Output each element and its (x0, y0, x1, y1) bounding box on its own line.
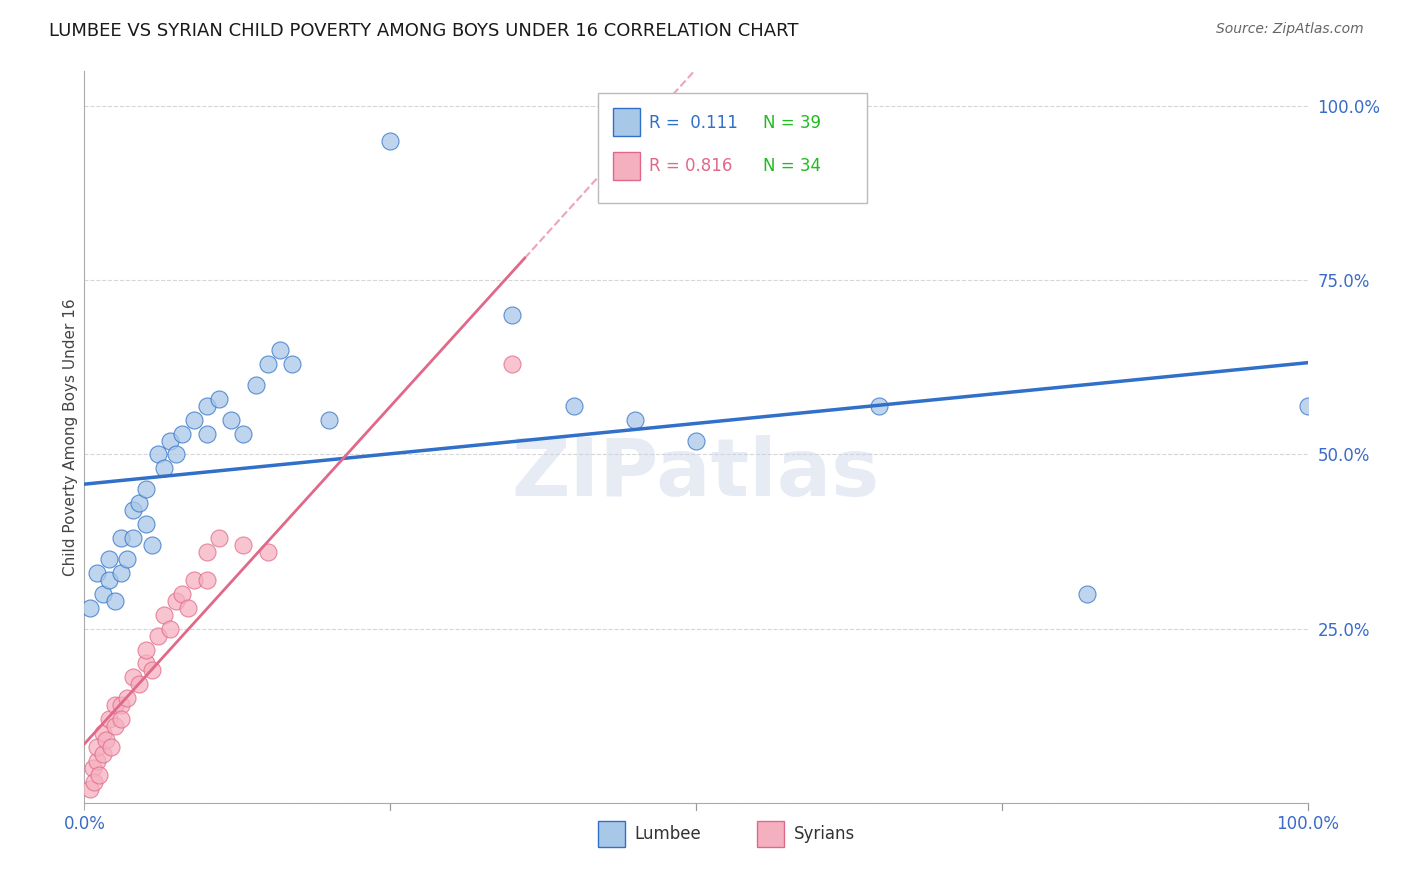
Point (183, 573, 205, 587)
Point (115, 552, 138, 566)
Y-axis label: Child Poverty Among Boys Under 16: Child Poverty Among Boys Under 16 (63, 298, 77, 576)
Point (245, 377, 267, 392)
Point (97, 712, 120, 726)
Point (100, 740, 122, 755)
Point (172, 587, 194, 601)
Point (104, 698, 127, 713)
Point (195, 545, 218, 559)
Point (135, 483, 157, 497)
Point (183, 412, 205, 426)
Point (502, 308, 524, 322)
Point (97, 552, 120, 566)
Point (104, 719, 127, 733)
Point (104, 594, 127, 608)
Point (128, 677, 150, 691)
Point (380, 134, 402, 148)
Point (79, 781, 101, 796)
Point (86, 740, 108, 755)
FancyBboxPatch shape (598, 94, 868, 203)
Point (135, 642, 157, 657)
Point (257, 545, 280, 559)
Point (624, 412, 647, 426)
Point (79, 600, 101, 615)
Point (281, 357, 304, 371)
Point (208, 531, 231, 545)
Point (135, 517, 157, 532)
Text: Lumbee: Lumbee (636, 825, 702, 843)
Point (141, 538, 163, 552)
FancyBboxPatch shape (598, 821, 626, 847)
Text: ZIPatlas: ZIPatlas (512, 434, 880, 513)
Point (208, 392, 231, 406)
Point (195, 426, 218, 441)
Point (86, 566, 108, 580)
Point (153, 607, 176, 622)
Point (82, 761, 104, 775)
Point (146, 629, 169, 643)
Text: LUMBEE VS SYRIAN CHILD POVERTY AMONG BOYS UNDER 16 CORRELATION CHART: LUMBEE VS SYRIAN CHILD POVERTY AMONG BOY… (49, 22, 799, 40)
Text: R = 0.816: R = 0.816 (650, 158, 733, 176)
Point (115, 691, 138, 706)
FancyBboxPatch shape (613, 108, 640, 136)
Point (110, 712, 132, 726)
Point (153, 461, 176, 475)
Point (91, 726, 114, 740)
Point (110, 566, 132, 580)
Point (159, 622, 181, 636)
Point (91, 587, 114, 601)
Point (165, 594, 187, 608)
Point (219, 412, 242, 426)
Text: Syrians: Syrians (794, 825, 855, 843)
Point (869, 399, 891, 413)
Point (91, 747, 114, 761)
Point (172, 426, 194, 441)
Point (562, 399, 585, 413)
Point (141, 664, 163, 678)
FancyBboxPatch shape (758, 821, 785, 847)
Point (110, 531, 132, 545)
Point (128, 496, 150, 510)
Point (1296, 399, 1319, 413)
Point (195, 573, 218, 587)
Point (83, 775, 105, 789)
Point (257, 357, 280, 371)
Point (122, 531, 145, 545)
Point (685, 434, 707, 448)
Point (177, 600, 200, 615)
Point (86, 754, 108, 768)
Point (502, 357, 524, 371)
Point (97, 573, 120, 587)
Point (165, 448, 187, 462)
Point (87, 768, 110, 782)
FancyBboxPatch shape (613, 152, 640, 179)
Point (96, 733, 118, 747)
Point (122, 503, 145, 517)
Point (232, 538, 254, 552)
Point (318, 412, 340, 426)
Text: R =  0.111: R = 0.111 (650, 113, 738, 131)
Point (195, 399, 218, 413)
Point (110, 698, 132, 713)
Point (146, 448, 169, 462)
Point (1076, 587, 1098, 601)
Point (159, 434, 181, 448)
Point (232, 426, 254, 441)
Text: Source: ZipAtlas.com: Source: ZipAtlas.com (1216, 22, 1364, 37)
Point (122, 670, 145, 684)
Text: N = 34: N = 34 (763, 158, 821, 176)
Point (135, 657, 157, 671)
Point (269, 343, 291, 357)
Text: N = 39: N = 39 (763, 113, 821, 131)
